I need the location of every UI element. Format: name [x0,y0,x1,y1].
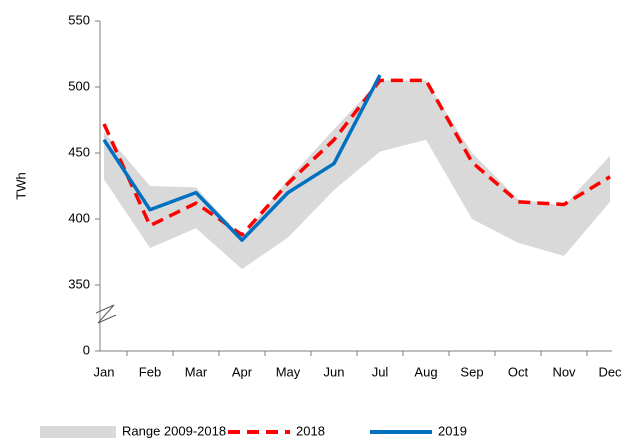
y-tick-label: 450 [68,144,90,159]
x-tick-label: Nov [552,364,576,379]
range-band [104,80,610,270]
x-tick-label: Jun [324,364,345,379]
x-tick-label: Apr [232,364,253,379]
series-line [102,74,382,242]
x-tick-label: Jul [372,364,389,379]
y-tick-label: 550 [68,12,90,27]
legend-swatch [40,426,116,438]
y-tick-label: 500 [68,78,90,93]
x-tick-label: Feb [139,364,161,379]
y-tick-label: 350 [68,276,90,291]
x-tick-label: May [276,364,301,379]
x-tick-label: Aug [414,364,437,379]
series-line [102,78,611,237]
legend-label: 2018 [296,423,325,438]
legend-label: Range 2009-2018 [122,423,226,438]
legend-label: 2019 [438,423,467,438]
x-tick-label: Mar [185,364,208,379]
x-tick-label: Dec [598,364,622,379]
y-tick-label: 0 [83,342,90,357]
y-axis-label: TWh [13,172,28,199]
x-tick-label: Oct [508,364,529,379]
x-tick-label: Jan [94,364,115,379]
x-tick-label: Sep [460,364,483,379]
y-tick-label: 400 [68,210,90,225]
axis-break [95,304,117,324]
